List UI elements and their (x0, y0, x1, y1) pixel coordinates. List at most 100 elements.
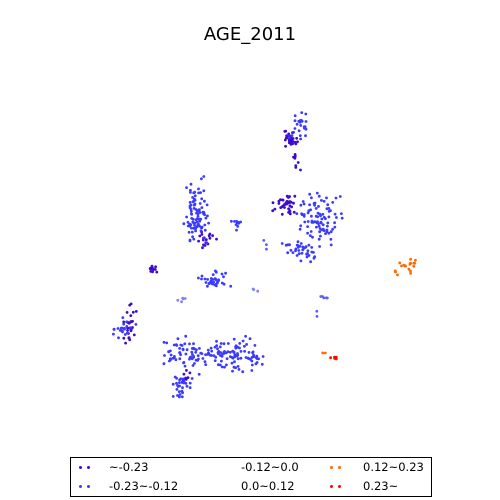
data-point (125, 311, 129, 314)
data-point (184, 382, 188, 385)
data-point (179, 353, 183, 357)
data-point (293, 127, 297, 130)
data-point (201, 357, 205, 360)
data-point (305, 255, 309, 259)
legend-marker-2 (330, 466, 344, 470)
data-point (189, 223, 193, 227)
data-point (124, 341, 127, 345)
data-point (310, 246, 314, 249)
data-point (306, 231, 309, 235)
data-point (280, 242, 284, 245)
data-point (409, 261, 412, 265)
data-point (117, 336, 120, 340)
data-point (165, 341, 169, 345)
series-2 (262, 239, 329, 318)
data-point (326, 224, 329, 228)
data-point (292, 210, 296, 214)
data-point (185, 369, 188, 372)
data-point (189, 182, 193, 186)
data-point (190, 350, 194, 354)
data-point (326, 203, 330, 207)
data-point (197, 187, 200, 191)
legend-label-2: 0.12~0.23 (363, 460, 424, 474)
data-point (319, 221, 323, 225)
data-point (205, 241, 209, 245)
data-point (204, 353, 208, 357)
series-0 (122, 129, 302, 383)
data-point (271, 209, 275, 213)
data-point (112, 328, 116, 331)
data-point (188, 201, 192, 204)
data-point (203, 199, 206, 203)
data-point (297, 129, 301, 133)
data-point (241, 339, 245, 343)
data-point (413, 261, 417, 265)
data-point (304, 134, 307, 138)
data-point (190, 377, 194, 380)
data-point (299, 224, 303, 228)
data-point (128, 338, 132, 342)
data-point (197, 276, 200, 280)
data-point (188, 386, 192, 389)
data-point (197, 222, 200, 226)
data-point (203, 277, 207, 281)
data-point (122, 320, 126, 324)
data-point (204, 363, 208, 366)
data-point (222, 275, 225, 279)
data-point (171, 356, 175, 360)
data-point (306, 249, 310, 253)
data-point (194, 226, 198, 230)
data-point (219, 342, 223, 345)
data-point (340, 212, 343, 216)
data-point (129, 314, 133, 317)
data-point (194, 208, 198, 211)
data-point (125, 325, 129, 328)
data-point (176, 337, 180, 341)
data-point (181, 377, 185, 381)
data-point (394, 270, 397, 274)
data-point (294, 166, 298, 169)
data-point (201, 246, 204, 250)
data-point (333, 221, 336, 225)
legend-marker-5 (330, 485, 344, 489)
data-point (123, 333, 127, 336)
data-point (198, 234, 202, 238)
data-point (189, 191, 192, 194)
data-point (220, 359, 223, 363)
legend-label-0: ~-0.23 (109, 460, 149, 474)
data-point (190, 230, 194, 234)
data-point (222, 282, 226, 286)
data-point (204, 281, 208, 284)
data-point (298, 134, 302, 138)
data-point (230, 356, 234, 359)
data-point (214, 277, 217, 281)
data-point (302, 202, 306, 206)
data-point (193, 202, 197, 206)
data-point (202, 243, 205, 247)
data-point (181, 296, 185, 300)
data-point (178, 378, 182, 382)
data-point (184, 378, 188, 381)
data-point (121, 316, 125, 319)
data-point (334, 196, 338, 200)
data-point (231, 349, 235, 353)
data-point (189, 188, 192, 192)
data-point (329, 230, 333, 234)
data-point (232, 337, 236, 341)
data-point (232, 365, 236, 369)
data-point (207, 221, 211, 225)
data-point (296, 161, 300, 164)
data-point (230, 361, 234, 365)
data-point (296, 140, 299, 144)
data-point (265, 247, 268, 251)
data-point (233, 353, 237, 356)
data-point (192, 342, 195, 346)
data-point (302, 246, 306, 250)
data-point (123, 327, 126, 331)
data-point (317, 194, 321, 198)
data-point (225, 363, 228, 367)
data-point (134, 323, 138, 326)
data-point (309, 230, 313, 233)
data-point (299, 259, 303, 263)
